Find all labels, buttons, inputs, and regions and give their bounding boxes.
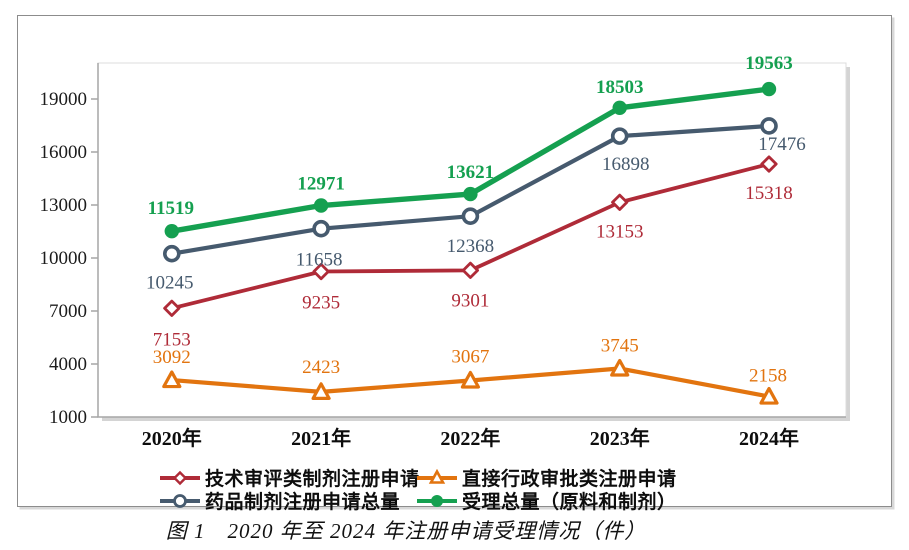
plot-area [97,62,847,418]
y-axis-tick-label: 4000 [49,354,87,375]
triangle-marker-icon [759,386,779,405]
data-point-label: 9235 [302,293,340,314]
filled-circle-marker-icon [164,223,179,239]
data-point-label: 7153 [153,329,191,350]
x-axis-tick-label: 2021年 [291,426,351,450]
circle-filled-legend-icon [416,492,458,510]
chart-frame: 1000 4000 7000 10000 13000 16000 19000 2020年 202… [17,15,892,513]
y-axis-tick-label: 10000 [40,248,88,269]
triangle-marker-icon [460,370,480,389]
legend-item: 受理总量（原料和制剂） [416,487,677,514]
circle-marker-icon [312,219,330,238]
data-point-label: 13153 [596,221,644,242]
triangle-open-legend-icon [416,468,458,487]
circle-open-legend-icon [159,492,201,510]
data-point-label: 16898 [602,154,650,175]
diamond-marker-icon [163,299,181,317]
data-point-label: 3067 [451,346,489,367]
data-point-label: 2423 [302,357,340,378]
data-point-label: 12971 [297,174,345,195]
data-point-label: 15318 [745,183,793,204]
filled-circle-marker-icon [313,198,329,213]
triangle-marker-icon [311,382,331,400]
circle-marker-icon [760,117,778,135]
line-chart: 1000 4000 7000 10000 13000 16000 19000 2020年 202… [40,53,850,450]
data-point-label: 18503 [596,77,644,98]
data-point-label: 12368 [447,236,495,257]
x-axis-tick-label: 2020年 [142,426,202,450]
data-point-label: 10245 [146,273,194,294]
data-point-label: 9301 [451,290,489,311]
figure-caption: 图 1 2020 年至 2024 年注册申请受理情况（件） [165,519,647,543]
y-axis-tick-label: 7000 [49,301,87,322]
data-point-label: 3745 [601,336,639,357]
legend-item: 直接行政审批类注册申请 [416,464,677,491]
x-axis-tick-label: 2024年 [739,426,799,450]
triangle-marker-icon [610,358,630,377]
data-point-label: 19563 [745,53,793,74]
data-point-label: 11519 [148,198,194,219]
legend-label: 药品制剂注册申请总量 [205,492,401,513]
legend-item: 技术审评类制剂注册申请 [159,464,420,491]
circle-marker-icon [461,207,480,225]
x-axis-tick-label: 2023年 [590,426,650,450]
data-point-label: 13621 [447,162,495,183]
data-point-label: 2158 [749,366,787,387]
diamond-open-legend-icon [159,469,201,487]
y-axis-tick-label: 19000 [40,89,88,110]
circle-marker-icon [610,127,629,145]
y-axis-tick-label: 1000 [49,407,87,428]
filled-circle-marker-icon [612,100,627,115]
data-point-label: 3092 [153,347,191,368]
diamond-marker-icon [611,193,629,211]
x-axis-tick-label: 2022年 [440,426,500,450]
diamond-marker-icon [312,262,330,281]
circle-marker-icon [163,244,181,263]
legend-label: 直接行政审批类注册申请 [462,469,677,490]
triangle-marker-icon [162,370,182,389]
filled-circle-marker-icon [463,186,478,202]
diamond-marker-icon [760,155,778,173]
data-point-label: 11658 [296,250,343,271]
legend-item: 药品制剂注册申请总量 [159,487,400,514]
data-point-label: 17476 [758,134,806,155]
diamond-marker-icon [461,261,479,279]
legend-label: 受理总量（原料和制剂） [462,492,677,513]
y-axis-tick-label: 16000 [40,142,88,163]
filled-circle-marker-icon [761,81,777,97]
y-axis-tick-label: 13000 [40,195,88,216]
legend-label: 技术审评类制剂注册申请 [205,469,420,490]
